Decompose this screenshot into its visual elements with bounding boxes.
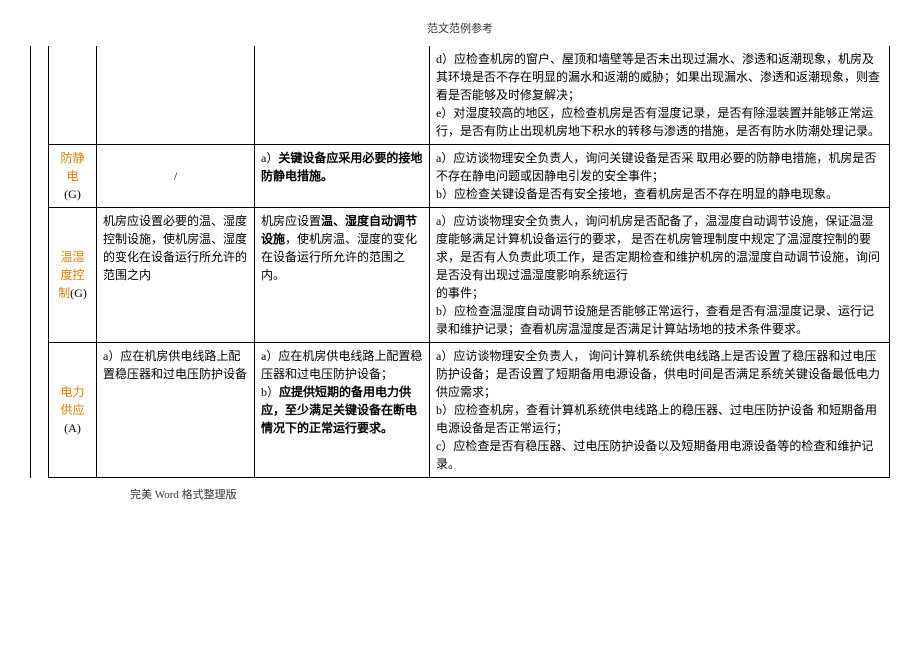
page-header: 范文范例参考 [30,20,890,36]
row-label: 电力供应 [60,385,84,417]
spacer-cell [31,46,49,145]
detail-cell: a）应访谈物理安全负责人， 询问计算机系统供电线路上是否设置了稳压器和过电压防护… [430,343,890,478]
req1-cell: / [97,145,255,208]
table-row: d）应检查机房的窗户、屋顶和墙壁等是否未出现过漏水、渗透和返潮现象，机房及其环境… [31,46,890,145]
req2-suffix: ，使机房温、湿度的变化在设备运行所允许的范围之内。 [261,232,417,282]
requirements-table: d）应检查机房的窗户、屋顶和墙壁等是否未出现过漏水、渗透和返潮现象，机房及其环境… [30,46,890,478]
row-label: 防静电 [60,151,84,183]
req1-cell: 机房应设置必要的温、湿度控制设施，使机房温、湿度的变化在设备运行所允许的范围之内 [97,208,255,343]
req2-bold: 关键设备应采用必要的接地防静电措施。 [261,151,422,183]
label-cell: 防静电 (G) [49,145,97,208]
req1-cell: a）应在机房供电线路上配置稳压器和过电压防护设备 [97,343,255,478]
row-label-code: (A) [64,421,81,435]
row-label-code: (G) [64,187,81,201]
label-cell: 电力供应 (A) [49,343,97,478]
label-cell [49,46,97,145]
table-row: 温湿度控制(G) 机房应设置必要的温、湿度控制设施，使机房温、湿度的变化在设备运… [31,208,890,343]
row-label-code: (G) [70,286,87,300]
req1-cell [97,46,255,145]
req2-cell: a）关键设备应采用必要的接地防静电措施。 [255,145,430,208]
req2-cell: 机房应设置温、湿度自动调节设施，使机房温、湿度的变化在设备运行所允许的范围之内。 [255,208,430,343]
label-cell: 温湿度控制(G) [49,208,97,343]
detail-cell: a）应访谈物理安全负责人，询问机房是否配备了，温湿度自动调节设施，保证温湿度能够… [430,208,890,343]
req2-prefix: a） [261,151,278,165]
detail-cell: d）应检查机房的窗户、屋顶和墙壁等是否未出现过漏水、渗透和返潮现象，机房及其环境… [430,46,890,145]
spacer-cell [31,208,49,343]
req2-b-prefix: b） [261,385,279,399]
req2-b-bold: 应提供短期的备用电力供应，至少满足关键设备在断电情况下的正常运行要求。 [261,385,417,435]
detail-cell: a）应访谈物理安全负责人，询问关键设备是否采 取用必要的防静电措施，机房是否不存… [430,145,890,208]
table-row: 防静电 (G) / a）关键设备应采用必要的接地防静电措施。 a）应访谈物理安全… [31,145,890,208]
req2-prefix: 机房应设置 [261,214,321,228]
req2-cell [255,46,430,145]
page-footer: 完美 Word 格式整理版 [30,486,890,502]
table-row: 电力供应 (A) a）应在机房供电线路上配置稳压器和过电压防护设备 a）应在机房供… [31,343,890,478]
spacer-cell [31,145,49,208]
spacer-cell [31,343,49,478]
req2-a: a）应在机房供电线路上配置稳压器和过电压防护设备； [261,349,422,381]
req2-cell: a）应在机房供电线路上配置稳压器和过电压防护设备； b）应提供短期的备用电力供应… [255,343,430,478]
